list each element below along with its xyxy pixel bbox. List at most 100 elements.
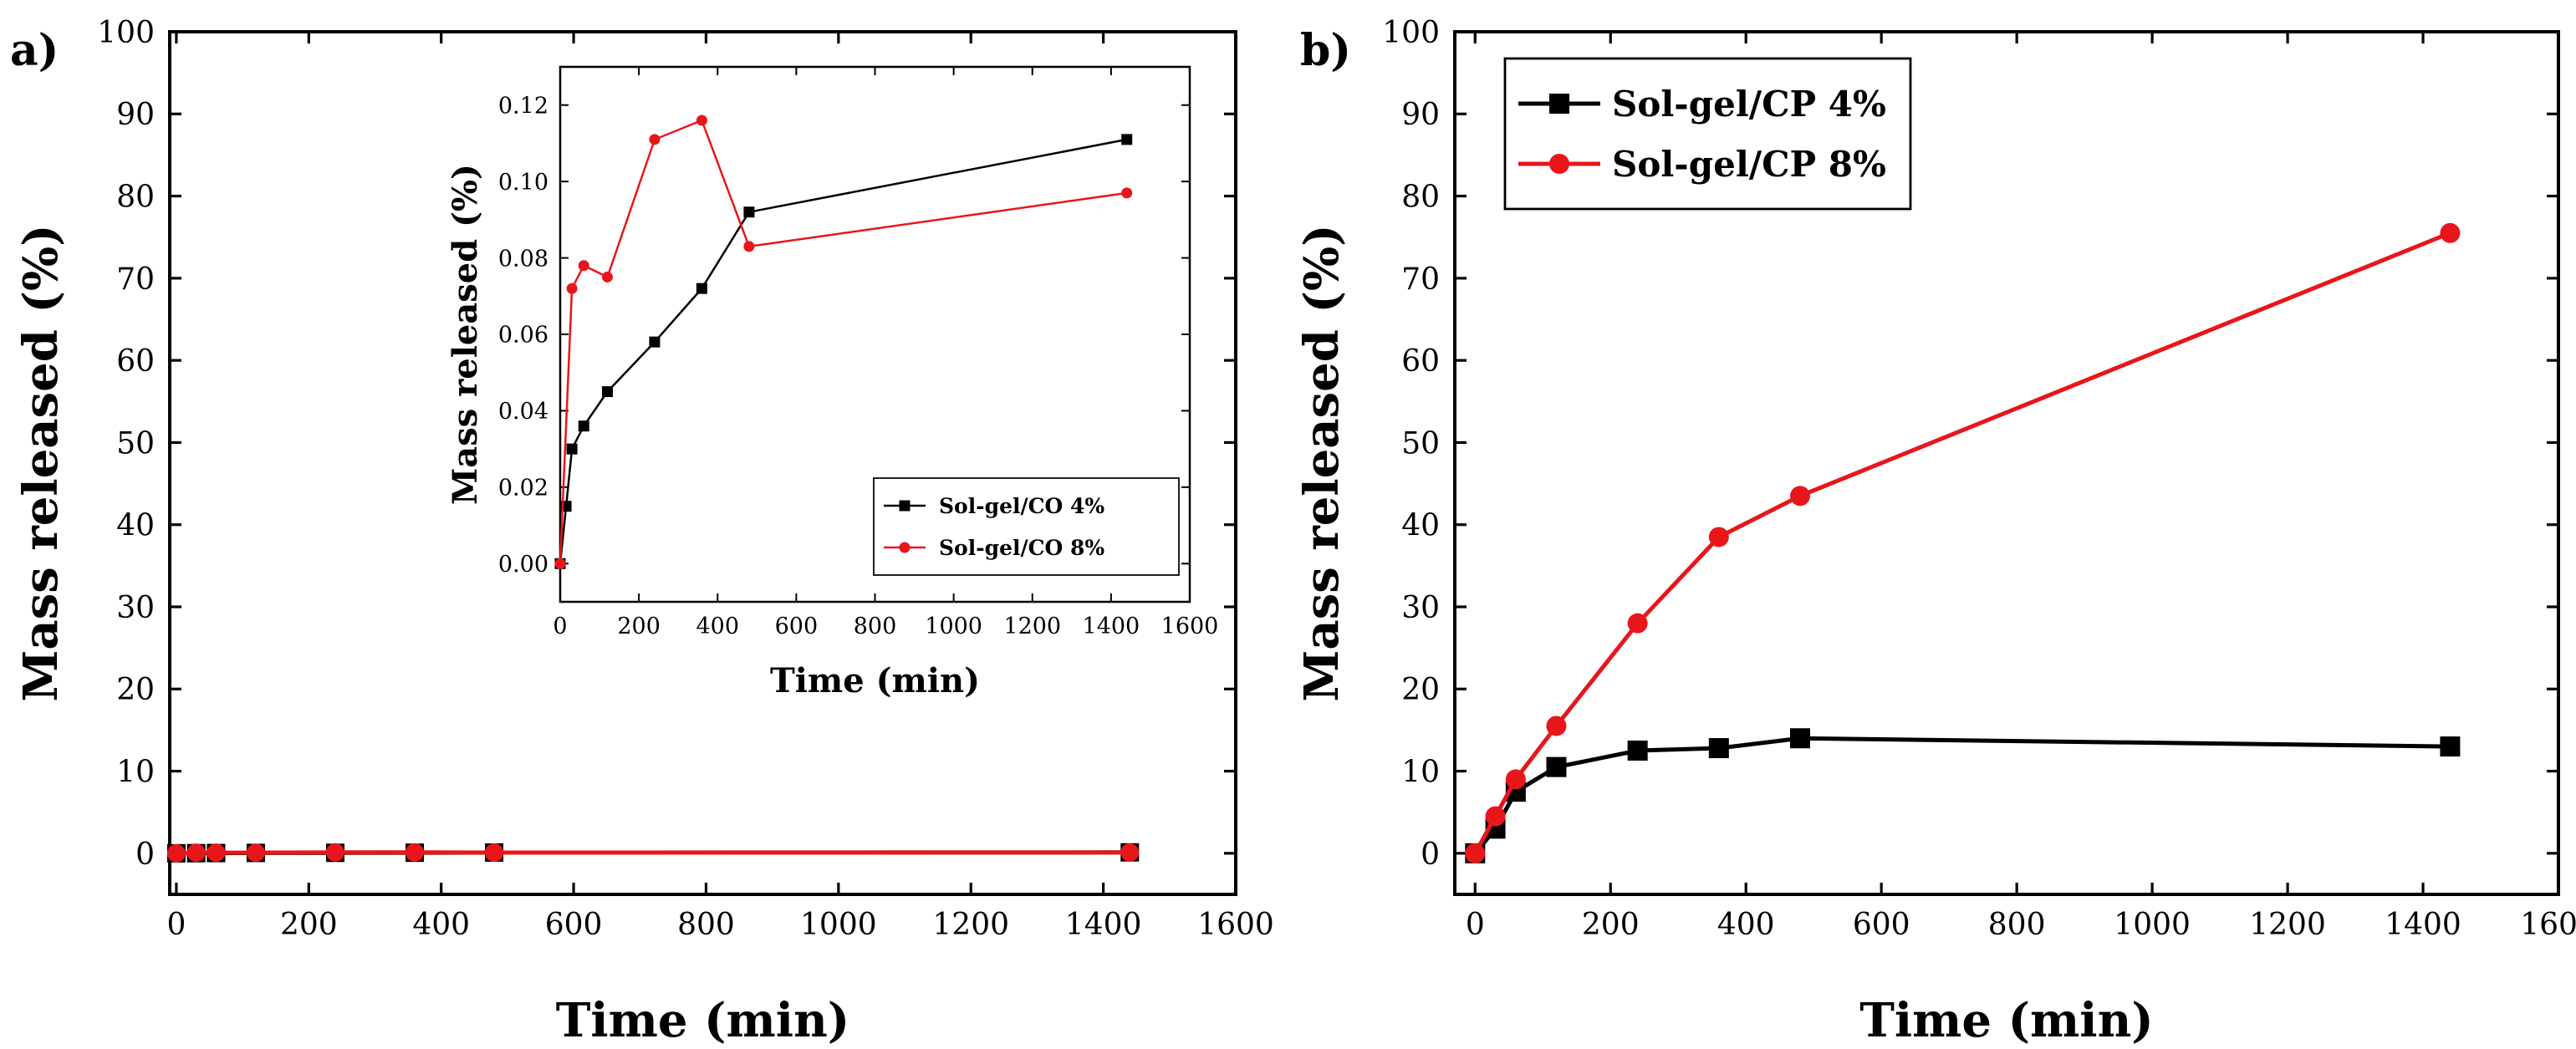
panel_a-y-tick-label: 100 xyxy=(97,16,155,50)
panel_b-series-sol-gel-cp-4 xyxy=(1465,728,2461,863)
inset_a-x-axis-title: Time (min) xyxy=(770,661,980,700)
panel_b-y-tick-label: 40 xyxy=(1401,509,1440,543)
inset_a-legend-label: Sol-gel/CO 8% xyxy=(939,536,1104,560)
inset_a-data-point xyxy=(696,115,707,126)
panel_b-data-point xyxy=(1465,843,1486,863)
inset_a-x-tick-label: 1000 xyxy=(925,614,982,639)
panel_a-y-tick-label: 20 xyxy=(116,673,155,707)
inset_a-data-point xyxy=(1121,134,1133,145)
panel_b-series-line-sol-gel-cp-8 xyxy=(1473,231,2451,855)
panel_a-data-point xyxy=(1120,843,1140,862)
panel_a-y-tick-label: 90 xyxy=(116,98,155,132)
inset_a-data-point xyxy=(578,260,589,272)
panel_a-data-point xyxy=(186,843,206,863)
panel_b-plot-frame xyxy=(1453,30,2560,896)
panel_b-data-point xyxy=(1708,527,1729,547)
inset_a-legend-entry: Sol-gel/CO 4% xyxy=(884,494,1104,518)
inset_a-y-tick-label: 0.08 xyxy=(498,246,548,272)
inset_a-legend-box xyxy=(873,477,1180,576)
panel_b-x-axis-title: Time (min) xyxy=(1859,993,2154,1048)
panel_b-y-tick-label: 10 xyxy=(1401,756,1440,790)
panel_b-data-point xyxy=(1790,486,1811,507)
panel_a-x-tick-label: 400 xyxy=(412,908,470,942)
inset_a-data-point xyxy=(601,386,613,398)
inset_a-y-tick-label: 0.10 xyxy=(498,170,548,196)
inset_a-y-tick-label: 0.06 xyxy=(498,323,548,349)
panel_b-data-point xyxy=(1790,728,1811,749)
panel_a-data-point xyxy=(246,843,265,863)
inset_a-y-tick-label: 0.12 xyxy=(498,93,548,119)
panel_b-x-tick-label: 1400 xyxy=(2385,908,2461,942)
panel_b-x-tick-label: 400 xyxy=(1717,908,1775,942)
inset_a-x-tick-label: 200 xyxy=(617,614,661,639)
inset_a-data-point xyxy=(601,271,613,283)
panel_b-y-tick-label: 70 xyxy=(1401,262,1440,297)
panel_b-x-tick-label: 800 xyxy=(1988,908,2046,942)
panel_b-y-tick-label: 80 xyxy=(1401,181,1440,215)
inset_a-y-tick-label: 0.00 xyxy=(498,552,548,578)
inset_a-data-point xyxy=(649,134,661,145)
panel_b-y-tick-label: 100 xyxy=(1382,16,1440,50)
inset_a-legend-marker xyxy=(899,542,911,553)
inset_a-data-point xyxy=(566,443,578,455)
panel_a-y-tick-label: 0 xyxy=(135,838,155,872)
inset_a-data-point xyxy=(743,241,755,252)
inset_a-data-point xyxy=(1121,187,1133,199)
panel_b-legend-box xyxy=(1503,57,1912,211)
panel_a-data-point xyxy=(485,843,504,863)
panel_b-legend-marker xyxy=(1549,94,1569,114)
inset_a-data-point xyxy=(696,283,707,294)
panel_a-x-tick-label: 200 xyxy=(280,908,338,942)
panel_b-x-tick-label: 600 xyxy=(1853,908,1910,942)
panel_b-legend-marker xyxy=(1549,154,1569,174)
panel_a-plot-frame xyxy=(168,30,1237,896)
panel_a-x-tick-label: 600 xyxy=(545,908,603,942)
panel_b-x-tick-label: 1000 xyxy=(2114,908,2191,942)
panel_b-y-axis-title: Mass released (%) xyxy=(1294,224,1349,701)
panel_b-x-tick-label: 0 xyxy=(1466,908,1485,942)
panel_b-data-point xyxy=(1505,769,1526,790)
panel_b-legend-label: Sol-gel/CP 8% xyxy=(1612,144,1886,185)
inset_a-x-tick-label: 1600 xyxy=(1161,614,1219,639)
inset_a-x-tick-label: 400 xyxy=(696,614,739,639)
panel_a-x-tick-label: 0 xyxy=(166,908,186,942)
inset_a-data-point xyxy=(578,420,589,432)
panel_b-data-point xyxy=(1546,756,1567,777)
panel_b-legend-label: Sol-gel/CP 4% xyxy=(1612,84,1886,125)
panel_a-data-point xyxy=(166,843,186,863)
panel_a-x-axis-title: Time (min) xyxy=(556,993,850,1048)
panel_a-y-tick-label: 40 xyxy=(116,509,155,543)
inset_a-y-axis-title: Mass released (%) xyxy=(446,164,485,505)
panel_b-data-point xyxy=(1627,613,1648,634)
panel_b-x-tick-label: 1200 xyxy=(2249,908,2326,942)
panel_b-data-point xyxy=(1546,715,1567,736)
panel_a-x-tick-label: 1600 xyxy=(1197,908,1274,942)
panel_b-data-point xyxy=(1627,741,1648,761)
inset_a-series-sol-gel-co-8 xyxy=(554,115,1133,569)
inset_a-data-point xyxy=(649,336,661,348)
panel_a-y-tick-label: 80 xyxy=(116,181,155,215)
panel_a-panel-label: a) xyxy=(10,25,59,76)
panel_b-data-point xyxy=(1485,806,1506,827)
panel_b-y-tick-label: 50 xyxy=(1401,426,1440,461)
panel_b-panel-label: b) xyxy=(1300,25,1351,76)
inset_a-x-tick-label: 0 xyxy=(553,614,567,639)
panel_a-data-point xyxy=(207,843,226,863)
panel_b-y-tick-label: 0 xyxy=(1421,838,1440,872)
inset_a-x-tick-label: 1200 xyxy=(1003,614,1061,639)
panel_a-y-tick-label: 70 xyxy=(116,262,155,297)
panel_b-series-sol-gel-cp-8 xyxy=(1465,222,2461,863)
panel_b-legend-entry: Sol-gel/CP 8% xyxy=(1518,144,1886,185)
inset_a-legend-marker xyxy=(899,500,911,512)
panel_b-y-tick-label: 30 xyxy=(1401,591,1440,625)
panel_a-y-tick-label: 30 xyxy=(116,591,155,625)
panel_a-data-point xyxy=(325,843,344,862)
inset_a-legend: Sol-gel/CO 4% Sol-gel/CO 8% xyxy=(873,477,1180,576)
panel_a-data-point xyxy=(406,843,425,862)
panel_a-y-tick-label: 60 xyxy=(116,344,155,379)
panel_b-legend: Sol-gel/CP 4% Sol-gel/CP 8% xyxy=(1503,57,1912,211)
chart-panel_b: 0 200 400 600 800 1000 1200 1400 1600 0 10 20 30 40 50… xyxy=(1294,16,2576,1048)
inset_a-x-tick-label: 600 xyxy=(775,614,819,639)
inset_a-data-point xyxy=(566,283,578,294)
panel_b-series-line-sol-gel-cp-4 xyxy=(1473,736,2451,855)
